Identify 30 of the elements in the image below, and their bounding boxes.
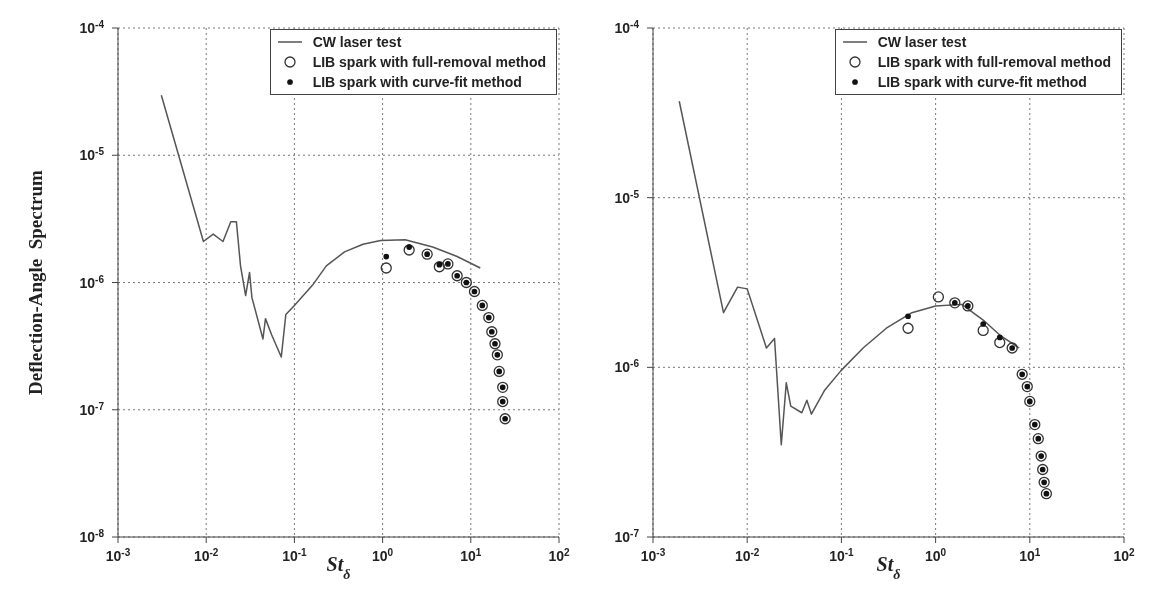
x-tick-label: 10$^{-3}$ xyxy=(640,546,666,564)
x-tick-label: 10$^{-1}$ xyxy=(282,546,308,564)
x-tick-label: 10$^{1}$ xyxy=(460,546,482,564)
legend-label: LIB spark with full-removal method xyxy=(877,53,1111,72)
x-tick-label: 10$^{-2}$ xyxy=(734,546,760,564)
x-tick-label: 10$^{-3}$ xyxy=(105,546,131,564)
y-tick-label: 10$^{-6}$ xyxy=(79,273,105,291)
x-tick-label: 10$^{-2}$ xyxy=(193,546,219,564)
legend-label: CW laser test xyxy=(312,33,402,52)
x-tick-label: 10$^{1}$ xyxy=(1019,546,1041,564)
legend-label: LIB spark with full-removal method xyxy=(312,53,546,72)
x-axis-title: St$_{δ}$ xyxy=(876,553,901,582)
x-tick-label: 10$^{-1}$ xyxy=(829,546,855,564)
y-tick-label: 10$^{-5}$ xyxy=(614,188,640,206)
x-axis-title: St$_{δ}$ xyxy=(326,553,351,582)
y-tick-label: 10$^{-7}$ xyxy=(79,400,105,418)
y-tick-label: 10$^{-6}$ xyxy=(614,357,640,376)
y-tick-label: 10$^{-7}$ xyxy=(614,527,640,545)
x-tick-label: 10$^{0}$ xyxy=(372,546,394,564)
y-tick-label: 10$^{-5}$ xyxy=(79,145,105,164)
legend-label: LIB spark with curve-fit method xyxy=(312,73,522,92)
x-tick-label: 10$^{2}$ xyxy=(1113,546,1136,564)
x-tick-label: 10$^{2}$ xyxy=(548,546,571,564)
y-tick-label: 10$^{-4}$ xyxy=(614,18,640,36)
legend-label: CW laser test xyxy=(877,33,967,52)
y-axis-title: Deflection-Angle Spectrum xyxy=(25,169,46,395)
y-tick-label: 10$^{-4}$ xyxy=(79,18,105,36)
y-tick-label: 10$^{-8}$ xyxy=(79,527,105,545)
legend-label: LIB spark with curve-fit method xyxy=(877,73,1087,92)
x-tick-label: 10$^{0}$ xyxy=(925,546,947,564)
